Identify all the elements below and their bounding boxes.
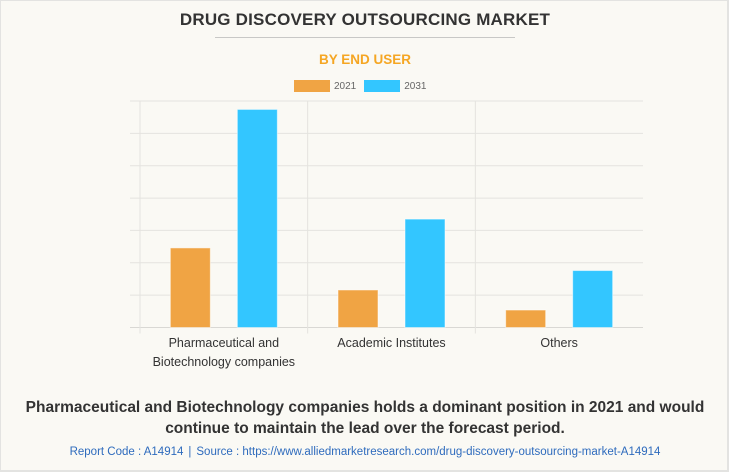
category-label-line: Pharmaceutical and	[168, 336, 280, 350]
bar-2031	[236, 108, 278, 328]
report-code: Report Code : A14914	[69, 446, 184, 458]
source-link[interactable]: Source : https://www.alliedmarketresearc…	[196, 446, 661, 458]
legend-label-2031: 2031	[404, 80, 427, 92]
category-label-line: Biotechnology companies	[152, 355, 296, 369]
category-label: Academic Institutes	[308, 334, 476, 353]
legend: 2021 2031	[294, 80, 435, 92]
bar-2021	[337, 289, 379, 329]
chart-subtitle: BY END USER	[318, 52, 412, 67]
category-label: Pharmaceutical and Biotechnology companie…	[140, 334, 308, 372]
legend-swatch-2031	[364, 80, 401, 92]
separator: |	[188, 446, 192, 458]
legend-item-2031[interactable]: 2031	[364, 80, 427, 92]
bar-2031	[404, 218, 446, 329]
source-line: Report Code : A14914 | Source : https://ww…	[0, 446, 730, 458]
legend-label-2021: 2021	[334, 80, 357, 92]
category-label-line: Academic Institutes	[337, 336, 446, 350]
title-divider	[215, 37, 515, 38]
bar-2031	[572, 270, 614, 328]
summary-text: Pharmaceutical and Biotechnology compani…	[25, 399, 705, 437]
chart-title: DRUG DISCOVERY OUTSOURCING MARKET	[179, 10, 551, 29]
category-label-line: Others	[540, 336, 578, 350]
category-label: Others	[475, 334, 643, 353]
bar-2021	[169, 247, 211, 328]
legend-item-2021[interactable]: 2021	[294, 80, 356, 92]
legend-swatch-2021	[294, 80, 330, 92]
bar-2021	[505, 309, 547, 328]
